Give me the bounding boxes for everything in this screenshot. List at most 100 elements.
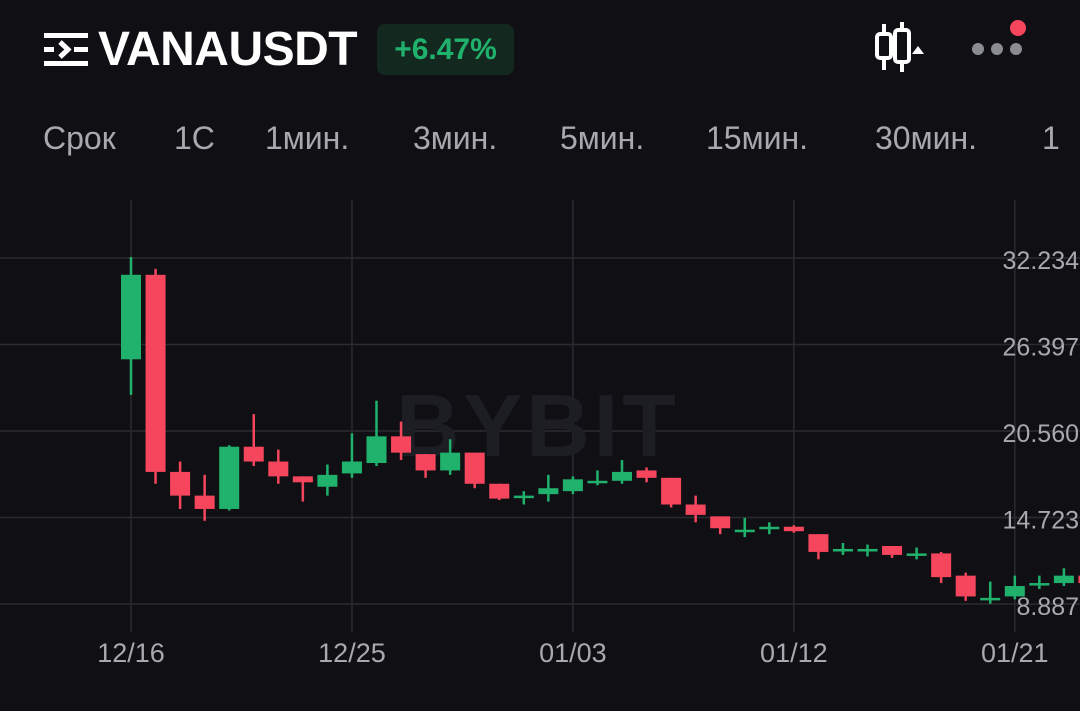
candle-body bbox=[1029, 583, 1050, 586]
header: VANAUSDT +6.47% bbox=[0, 0, 1080, 100]
x-axis-labels: 12/16 12/25 01/03 01/12 01/21 bbox=[97, 638, 1048, 668]
x-tick-label: 01/21 bbox=[981, 638, 1049, 668]
price-change-badge: +6.47% bbox=[377, 24, 514, 75]
x-tick-label: 01/12 bbox=[760, 638, 828, 668]
candle-body bbox=[636, 470, 657, 478]
candle-body bbox=[538, 488, 559, 495]
candle-body bbox=[661, 477, 682, 505]
y-tick-label: 20.560 bbox=[1003, 420, 1079, 448]
candle-body bbox=[391, 436, 412, 453]
candle-body bbox=[980, 597, 1001, 601]
timeframe-bar: Срок 1С 1мин. 3мин. 5мин. 15мин. 30мин. … bbox=[0, 112, 1080, 168]
candle bbox=[391, 421, 412, 461]
candle-body bbox=[219, 446, 240, 509]
candle-body bbox=[906, 553, 927, 556]
candle-body bbox=[513, 495, 534, 499]
y-tick-label: 26.397 bbox=[1003, 334, 1079, 362]
candle-body bbox=[857, 548, 878, 552]
notification-dot bbox=[1010, 20, 1026, 36]
candle bbox=[661, 477, 682, 508]
y-tick-label: 32.234 bbox=[1003, 247, 1080, 275]
candle-body bbox=[341, 461, 362, 474]
candle bbox=[415, 454, 436, 478]
candle-body bbox=[145, 274, 166, 472]
candle bbox=[783, 525, 804, 533]
candle-body bbox=[562, 479, 583, 492]
candle-body bbox=[170, 471, 191, 496]
candle bbox=[562, 476, 583, 495]
candle bbox=[268, 449, 289, 484]
candle bbox=[121, 257, 141, 395]
tab-timeframe-1s[interactable]: 1С bbox=[174, 120, 215, 156]
candle-body bbox=[366, 436, 387, 464]
candle-body bbox=[268, 461, 289, 477]
candle-body bbox=[685, 504, 706, 515]
candle-body bbox=[955, 575, 976, 597]
tab-timeframe-1h[interactable]: 1 bbox=[1042, 120, 1060, 156]
candle bbox=[636, 467, 657, 483]
price-chart[interactable]: BYBIT 32.234 26.397 20.560 14.723 8.887 12/16… bbox=[0, 190, 1080, 706]
tab-timeframe-3m[interactable]: 3мин. bbox=[413, 120, 498, 156]
candle-body bbox=[194, 495, 215, 509]
tab-timeframe-15m[interactable]: 15мин. bbox=[706, 120, 809, 156]
candle bbox=[538, 474, 559, 502]
candle-body bbox=[292, 476, 313, 483]
candle-body bbox=[440, 452, 461, 471]
tab-timeframe-1m[interactable]: 1мин. bbox=[265, 120, 350, 156]
candle bbox=[587, 470, 608, 486]
more-dots-icon[interactable] bbox=[966, 18, 1030, 68]
candlestick-toggle-icon[interactable] bbox=[872, 20, 928, 74]
x-tick-label: 01/03 bbox=[539, 638, 607, 668]
candle bbox=[931, 551, 952, 584]
candle-body bbox=[1004, 586, 1025, 597]
candle-body bbox=[587, 480, 608, 484]
candle bbox=[366, 400, 387, 466]
candle bbox=[955, 572, 976, 601]
candle bbox=[1078, 575, 1080, 584]
candle-body bbox=[931, 553, 952, 578]
y-tick-label: 14.723 bbox=[1003, 507, 1079, 535]
candle bbox=[489, 483, 510, 501]
candle bbox=[145, 268, 166, 484]
y-axis-labels: 32.234 26.397 20.560 14.723 8.887 bbox=[1003, 247, 1080, 621]
candle bbox=[1004, 575, 1025, 600]
candle-body bbox=[734, 529, 755, 533]
tab-timeframe-30m[interactable]: 30мин. bbox=[875, 120, 978, 156]
y-tick-label: 8.887 bbox=[1016, 593, 1079, 621]
candle bbox=[857, 544, 878, 557]
x-tick-label: 12/25 bbox=[318, 638, 386, 668]
candle bbox=[440, 439, 461, 475]
candle bbox=[759, 522, 780, 535]
candle-body bbox=[882, 546, 903, 555]
candle bbox=[808, 534, 829, 560]
watermark-bybit: BYBIT bbox=[396, 376, 680, 475]
candle bbox=[194, 474, 215, 521]
candle-body bbox=[1078, 575, 1080, 584]
candle-body bbox=[489, 483, 510, 499]
candles bbox=[121, 257, 1080, 604]
candle bbox=[980, 581, 1001, 604]
candle bbox=[243, 414, 264, 466]
candle bbox=[464, 452, 485, 489]
candle bbox=[513, 491, 534, 505]
candle bbox=[317, 464, 338, 496]
x-tick-label: 12/16 bbox=[97, 638, 165, 668]
tab-timeframe-period[interactable]: Срок bbox=[43, 120, 116, 156]
menu-list-icon[interactable] bbox=[44, 30, 88, 70]
candle bbox=[734, 517, 755, 538]
chart-grid bbox=[0, 200, 1080, 632]
candle bbox=[906, 547, 927, 560]
candle bbox=[292, 476, 313, 502]
candle bbox=[832, 543, 853, 555]
candle-body bbox=[121, 274, 141, 360]
candle bbox=[1053, 568, 1074, 587]
candle-body bbox=[415, 454, 436, 471]
symbol-title[interactable]: VANAUSDT bbox=[98, 23, 358, 76]
candle-body bbox=[612, 471, 632, 481]
candle-body bbox=[783, 526, 804, 532]
candle bbox=[341, 433, 362, 478]
candle bbox=[685, 495, 706, 523]
candle-body bbox=[243, 446, 264, 462]
tab-timeframe-5m[interactable]: 5мин. bbox=[560, 120, 645, 156]
candle-body bbox=[1053, 575, 1074, 584]
